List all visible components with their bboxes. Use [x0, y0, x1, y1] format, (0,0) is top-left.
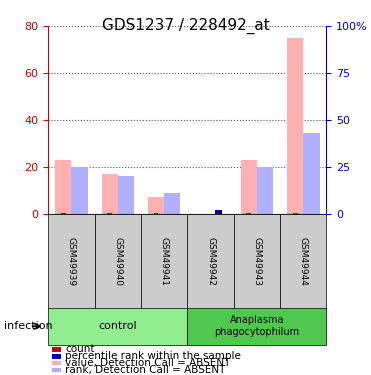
FancyBboxPatch shape [48, 214, 95, 309]
Text: rank, Detection Call = ABSENT: rank, Detection Call = ABSENT [65, 365, 225, 375]
Bar [293, 213, 298, 214]
Text: GSM49943: GSM49943 [252, 237, 262, 286]
Text: Anaplasma
phagocytophilum: Anaplasma phagocytophilum [214, 315, 299, 337]
FancyBboxPatch shape [48, 308, 187, 345]
Text: value, Detection Call = ABSENT: value, Detection Call = ABSENT [65, 358, 230, 368]
FancyBboxPatch shape [141, 214, 187, 309]
FancyBboxPatch shape [187, 308, 326, 345]
Bar [107, 213, 112, 214]
Bar [154, 213, 158, 214]
FancyBboxPatch shape [95, 214, 141, 309]
Bar [118, 176, 134, 214]
FancyBboxPatch shape [187, 214, 234, 309]
Bar [61, 213, 66, 214]
Text: percentile rank within the sample: percentile rank within the sample [65, 351, 241, 361]
Bar [257, 167, 273, 214]
FancyBboxPatch shape [234, 214, 280, 309]
Bar [55, 160, 72, 214]
Text: GSM49944: GSM49944 [299, 237, 308, 286]
Bar [287, 38, 303, 214]
FancyBboxPatch shape [280, 214, 326, 309]
Bar [216, 210, 222, 214]
Bar [72, 167, 88, 214]
Bar [148, 197, 164, 214]
Text: GSM49942: GSM49942 [206, 237, 215, 286]
Text: infection: infection [4, 321, 52, 331]
Text: GSM49939: GSM49939 [67, 237, 76, 286]
Text: GSM49941: GSM49941 [160, 237, 169, 286]
Bar [241, 160, 257, 214]
Bar [303, 133, 319, 214]
Bar [246, 213, 251, 214]
Bar [164, 193, 180, 214]
Text: GSM49940: GSM49940 [113, 237, 122, 286]
Text: GDS1237 / 228492_at: GDS1237 / 228492_at [102, 18, 269, 34]
Text: control: control [98, 321, 137, 331]
Bar [102, 174, 118, 214]
Text: count: count [65, 345, 95, 354]
